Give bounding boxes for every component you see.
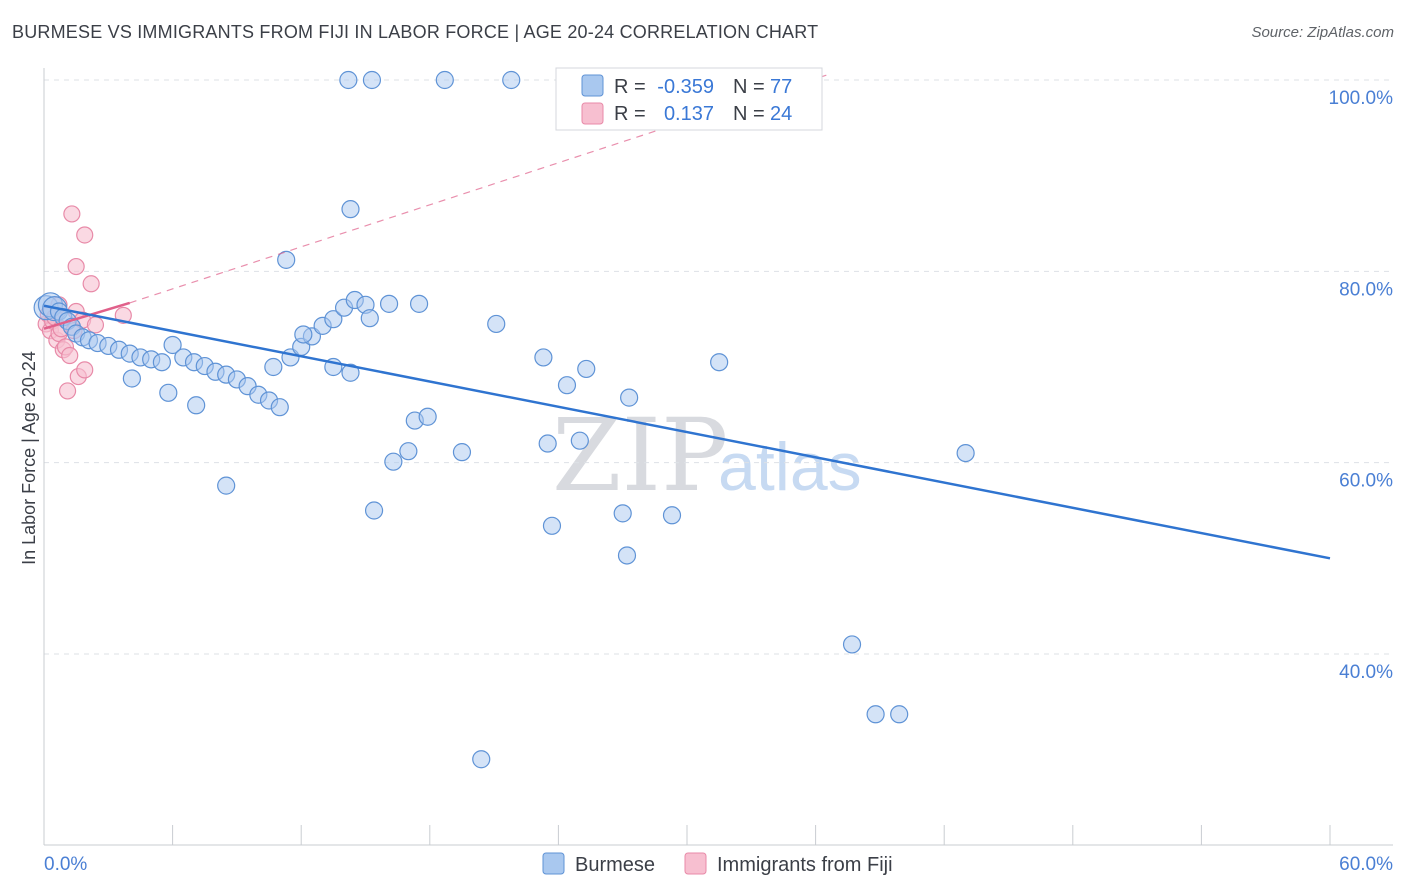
burmese-point [379,294,399,313]
y-tick-label-80: 80.0% [1339,279,1393,300]
burmese-point [452,443,472,462]
burmese-point [534,348,553,367]
x-tick-labels: 0.0% 60.0% [44,854,1393,875]
series-burmese-points [33,70,975,769]
burmese-point [890,705,909,724]
fiji-point [61,346,79,365]
burmese-point [341,363,360,382]
chart-title: BURMESE VS IMMIGRANTS FROM FIJI IN LABOR… [12,22,819,42]
watermark: ZIP atlas [552,397,862,514]
burmese-point [487,314,506,334]
legend-r-value-burmese: -0.359 [657,76,714,98]
stats-legend: R = -0.359 N = 77 R = 0.137 N = 24 [555,67,823,131]
fiji-point [86,316,105,334]
burmese-point [577,359,596,379]
burmese-point [264,357,283,377]
legend-r-label-fiji: R = [614,103,646,125]
legend-swatch-burmese [581,74,604,97]
burmese-point [502,70,521,90]
fiji-point [67,257,85,276]
watermark-zip: ZIP [552,397,728,514]
burmese-point [710,353,729,372]
burmese-point [384,452,403,471]
burmese-point [187,396,206,415]
y-tick-label-40: 40.0% [1339,662,1393,683]
burmese-point [152,353,171,372]
burmese-point [294,325,313,344]
burmese-point [217,476,236,495]
legend-n-value-burmese: 77 [770,76,792,98]
x-tick-label-min: 0.0% [44,854,87,875]
fiji-point [63,205,81,223]
fiji-point [82,275,100,293]
burmese-point [620,388,639,407]
burmese-point [409,294,429,313]
burmese-trend-line [43,304,1331,560]
burmese-point [399,442,418,461]
bottom-legend-swatch-burmese [542,852,565,875]
burmese-point [570,431,589,450]
burmese-point [956,444,975,463]
burmese-point [538,434,557,453]
bottom-legend-label-burmese: Burmese [575,854,655,876]
fiji-point [76,361,94,379]
fiji-trend-extension [129,74,827,304]
fiji-trend-line [43,301,131,330]
burmese-point [542,516,562,535]
axes [43,68,1393,846]
fiji-point [58,382,77,400]
bottom-legend-swatch-fiji [684,852,707,875]
y-tick-labels: 40.0% 60.0% 80.0% 100.0% [1329,88,1394,683]
burmese-point [360,309,379,328]
legend-r-value-fiji: 0.137 [664,103,714,125]
burmese-point [472,750,491,769]
burmese-point [159,383,178,402]
burmese-point [324,310,343,329]
burmese-point [341,200,360,219]
legend-swatch-fiji [581,102,604,125]
burmese-point [617,546,637,565]
y-tick-label-60: 60.0% [1339,471,1393,492]
burmese-point [613,504,632,523]
trend-lines [43,74,1331,560]
burmese-point [277,250,296,269]
bottom-legend-label-fiji: Immigrants from Fiji [717,854,893,876]
burmese-point [435,70,454,90]
burmese-point [662,506,682,525]
burmese-point [866,705,885,724]
x-tick-label-max: 60.0% [1339,854,1393,875]
burmese-point [364,501,384,520]
series-legend: Burmese Immigrants from Fiji [542,852,893,876]
watermark-atlas: atlas [718,429,862,505]
burmese-point [270,398,289,417]
y-axis-label: In Labor Force | Age 20-24 [19,351,39,565]
legend-r-label-burmese: R = [614,76,646,98]
burmese-point [418,407,437,426]
burmese-point [163,335,182,355]
legend-n-value-fiji: 24 [770,103,792,125]
burmese-point [842,635,862,654]
fiji-point [76,226,94,244]
legend-n-label-fiji: N = [733,103,765,125]
burmese-point [362,70,382,90]
source-credit: Source: ZipAtlas.com [1251,24,1394,41]
burmese-point [339,70,358,90]
burmese-point [557,376,577,395]
legend-n-label-burmese: N = [733,76,765,98]
burmese-point [122,369,141,388]
y-tick-label-100: 100.0% [1329,88,1394,109]
